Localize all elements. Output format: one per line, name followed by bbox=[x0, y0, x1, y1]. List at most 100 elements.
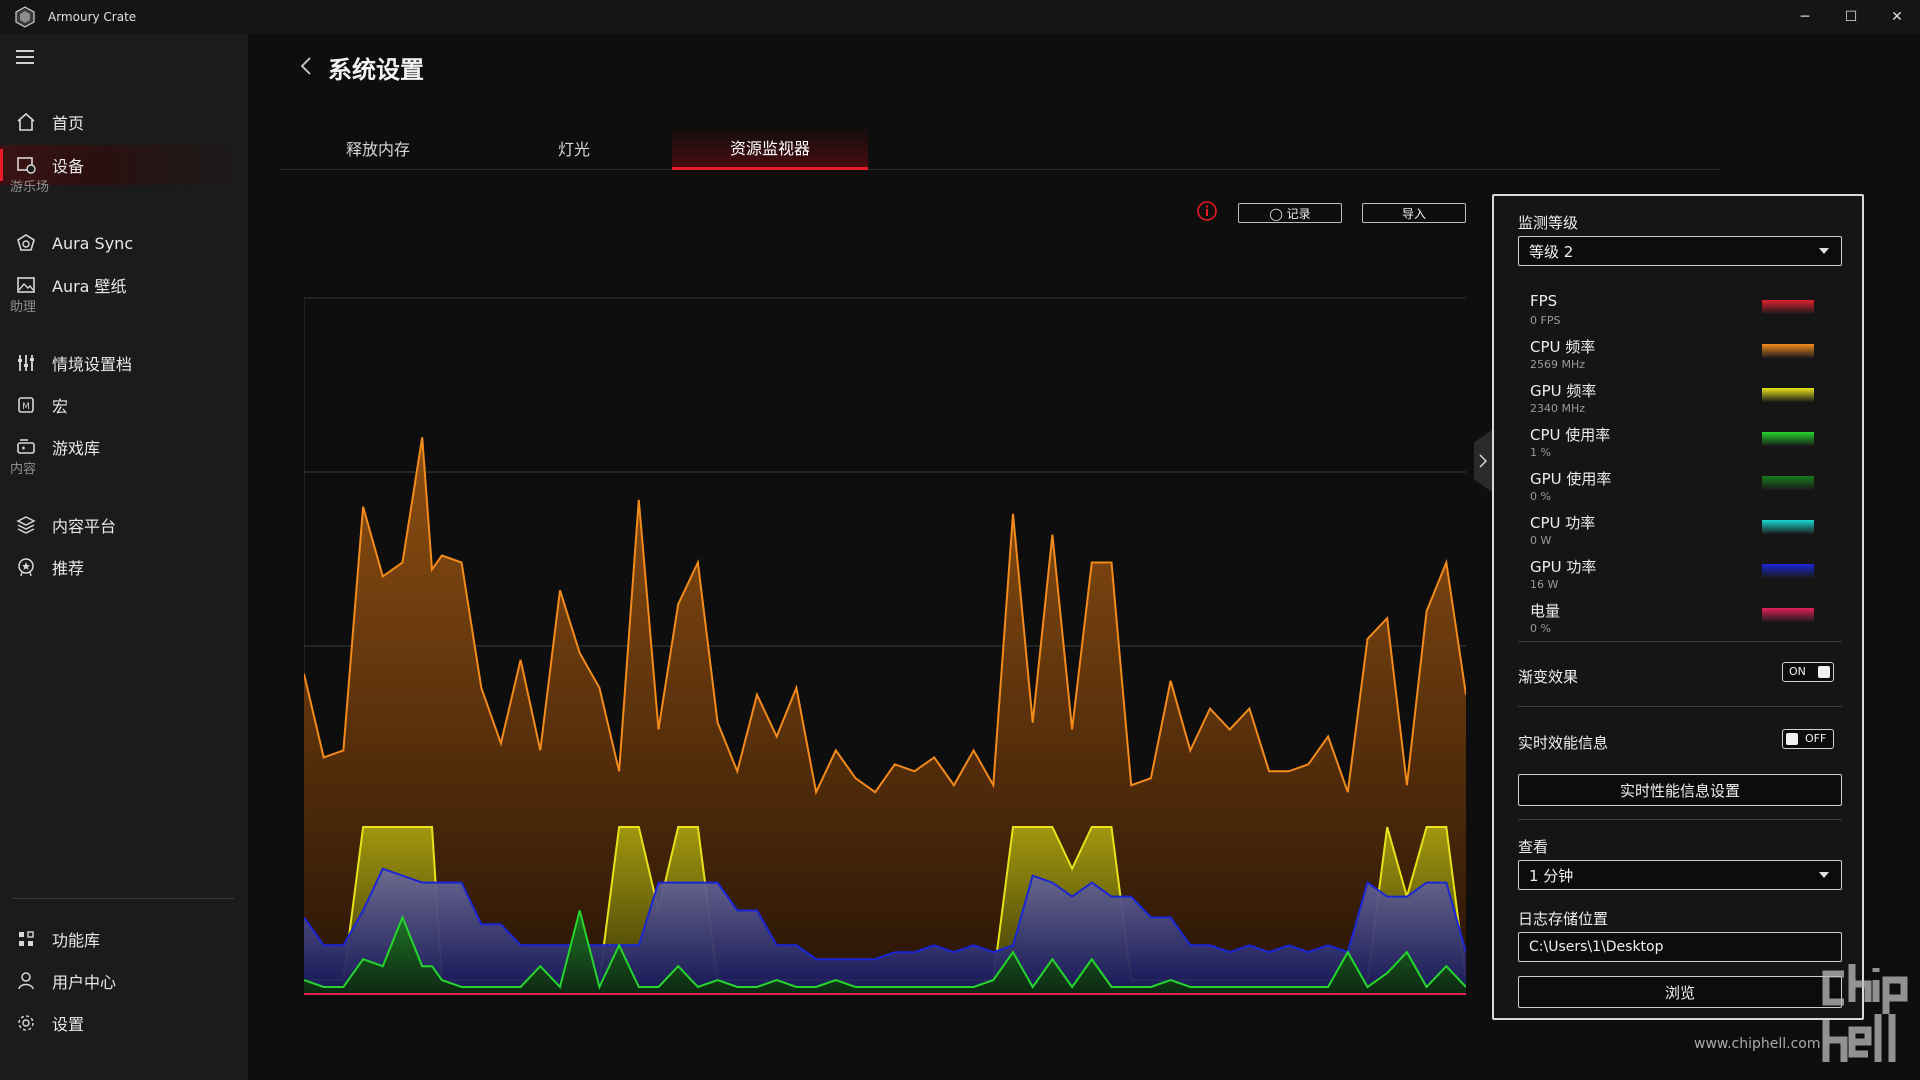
tab-bar: 释放内存 灯光 资源监视器 bbox=[280, 126, 1720, 170]
back-button[interactable] bbox=[296, 52, 316, 80]
metric-color-swatch[interactable] bbox=[1762, 388, 1814, 402]
title-bar: Armoury Crate ─ ☐ ✕ bbox=[0, 0, 1920, 34]
import-button[interactable]: 导入 bbox=[1362, 203, 1466, 223]
sidebar-item-label: Aura 壁纸 bbox=[52, 277, 127, 296]
chart-series-layer bbox=[304, 437, 1466, 995]
metric-name: GPU 使用率 bbox=[1530, 470, 1612, 488]
monitor-level-value: 等级 2 bbox=[1529, 242, 1574, 261]
series-area bbox=[304, 868, 1466, 994]
sidebar-item-label: 首页 bbox=[52, 114, 85, 133]
record-button[interactable]: ◯ 记录 bbox=[1238, 203, 1342, 223]
metric-value: 0 W bbox=[1530, 534, 1552, 547]
device-icon bbox=[14, 153, 38, 177]
metric-color-swatch[interactable] bbox=[1762, 300, 1814, 314]
series-line bbox=[304, 867, 1466, 961]
sidebar-item-user-center[interactable]: 用户中心 bbox=[0, 961, 248, 1001]
sidebar-item-content-platform[interactable]: 内容平台 bbox=[0, 505, 248, 545]
sidebar-item-scenario-profiles[interactable]: 情境设置档 bbox=[0, 343, 248, 383]
sidebar: 首页 设备 游乐场 Aura Sync Aura 壁纸 助理 情境设置档 M 宏… bbox=[0, 34, 248, 1080]
scenario-icon bbox=[14, 351, 38, 375]
realtime-info-label: 实时效能信息 bbox=[1518, 734, 1609, 752]
series-area bbox=[304, 910, 1466, 994]
log-path-input[interactable] bbox=[1518, 932, 1842, 962]
sidebar-item-label: 功能库 bbox=[52, 931, 101, 950]
minimize-button[interactable]: ─ bbox=[1800, 9, 1810, 25]
chevron-right-icon bbox=[1479, 454, 1487, 468]
metric-row[interactable]: FPS 0 FPS bbox=[1530, 292, 1830, 332]
toggle-state: ON bbox=[1789, 665, 1806, 678]
browse-button[interactable]: 浏览 bbox=[1518, 976, 1842, 1008]
gradient-effect-label: 渐变效果 bbox=[1518, 668, 1579, 686]
monitor-settings-panel: 监测等级 等级 2 FPS 0 FPS CPU 频率 2569 MHz GPU 频率 23… bbox=[1492, 194, 1864, 1020]
sidebar-item-home[interactable]: 首页 bbox=[0, 102, 248, 142]
user-center-icon bbox=[14, 969, 38, 993]
metric-name: CPU 功率 bbox=[1530, 514, 1596, 532]
armoury-crate-logo-icon bbox=[15, 6, 35, 28]
metric-row[interactable]: CPU 频率 2569 MHz bbox=[1530, 336, 1830, 376]
tab-resource-monitor[interactable]: 资源监视器 bbox=[672, 126, 868, 170]
metric-color-swatch[interactable] bbox=[1762, 520, 1814, 534]
svg-text:M: M bbox=[22, 402, 30, 412]
sidebar-item-feature-library[interactable]: 功能库 bbox=[0, 919, 248, 959]
chart-frame bbox=[304, 297, 1466, 994]
dropdown-caret-icon bbox=[1819, 248, 1829, 254]
view-duration-select[interactable]: 1 分钟 bbox=[1518, 860, 1842, 890]
metric-value: 0 % bbox=[1530, 490, 1551, 503]
menu-toggle-icon[interactable] bbox=[16, 50, 34, 64]
metric-name: GPU 功率 bbox=[1530, 558, 1597, 576]
sidebar-item-label: 游戏库 bbox=[52, 439, 101, 458]
sidebar-item-label: 推荐 bbox=[52, 559, 85, 578]
sidebar-item-label: 设备 bbox=[52, 157, 85, 176]
page-title: 系统设置 bbox=[328, 56, 424, 84]
panel-collapse-button[interactable] bbox=[1474, 430, 1492, 492]
maximize-button[interactable]: ☐ bbox=[1844, 9, 1858, 25]
sidebar-item-game-library[interactable]: 游戏库 bbox=[0, 427, 248, 467]
sidebar-item-aura-wallpaper[interactable]: Aura 壁纸 bbox=[0, 265, 248, 305]
monitor-level-select[interactable]: 等级 2 bbox=[1518, 236, 1842, 266]
metric-color-swatch[interactable] bbox=[1762, 432, 1814, 446]
layers-icon bbox=[14, 513, 38, 537]
aura-sync-icon bbox=[14, 231, 38, 255]
sidebar-item-recommend[interactable]: 推荐 bbox=[0, 547, 248, 587]
metric-row[interactable]: GPU 功率 16 W bbox=[1530, 556, 1830, 596]
realtime-settings-button[interactable]: 实时性能信息设置 bbox=[1518, 774, 1842, 806]
close-button[interactable]: ✕ bbox=[1891, 9, 1903, 25]
tab-free-memory[interactable]: 释放内存 bbox=[345, 140, 410, 159]
metric-value: 16 W bbox=[1530, 578, 1559, 591]
metric-color-swatch[interactable] bbox=[1762, 608, 1814, 622]
metric-row[interactable]: 电量 0 % bbox=[1530, 600, 1830, 640]
metric-row[interactable]: GPU 频率 2340 MHz bbox=[1530, 380, 1830, 420]
metric-row[interactable]: CPU 功率 0 W bbox=[1530, 512, 1830, 552]
metric-color-swatch[interactable] bbox=[1762, 564, 1814, 578]
feature-library-icon bbox=[14, 927, 38, 951]
realtime-info-toggle[interactable]: OFF bbox=[1782, 729, 1834, 749]
recommend-icon bbox=[14, 555, 38, 579]
gradient-effect-toggle[interactable]: ON bbox=[1782, 662, 1834, 682]
metric-row[interactable]: CPU 使用率 1 % bbox=[1530, 424, 1830, 464]
sidebar-item-aura-sync[interactable]: Aura Sync bbox=[0, 223, 248, 263]
tab-lighting[interactable]: 灯光 bbox=[557, 140, 590, 159]
metric-value: 2340 MHz bbox=[1530, 402, 1586, 415]
sidebar-item-devices[interactable]: 设备 bbox=[0, 145, 248, 185]
sidebar-item-settings[interactable]: 设置 bbox=[0, 1003, 248, 1043]
sidebar-divider bbox=[12, 898, 234, 899]
metric-row[interactable]: GPU 使用率 0 % bbox=[1530, 468, 1830, 508]
series-line bbox=[304, 910, 1466, 990]
view-label: 查看 bbox=[1518, 838, 1549, 856]
resource-monitor-chart bbox=[304, 297, 1466, 995]
sidebar-item-label: 宏 bbox=[52, 397, 69, 416]
series-line bbox=[304, 437, 1466, 796]
home-icon bbox=[14, 110, 38, 134]
info-icon[interactable] bbox=[1196, 200, 1218, 222]
metric-name: 电量 bbox=[1530, 602, 1561, 620]
metric-color-swatch[interactable] bbox=[1762, 344, 1814, 358]
log-path-label: 日志存储位置 bbox=[1518, 910, 1609, 928]
panel-divider bbox=[1518, 706, 1842, 707]
game-library-icon bbox=[14, 435, 38, 459]
view-duration-value: 1 分钟 bbox=[1529, 866, 1574, 885]
section-label: 助理 bbox=[10, 300, 37, 315]
metric-name: FPS bbox=[1530, 292, 1558, 310]
metric-color-swatch[interactable] bbox=[1762, 476, 1814, 490]
sidebar-item-macro[interactable]: M 宏 bbox=[0, 385, 248, 425]
section-label: 内容 bbox=[10, 462, 37, 477]
